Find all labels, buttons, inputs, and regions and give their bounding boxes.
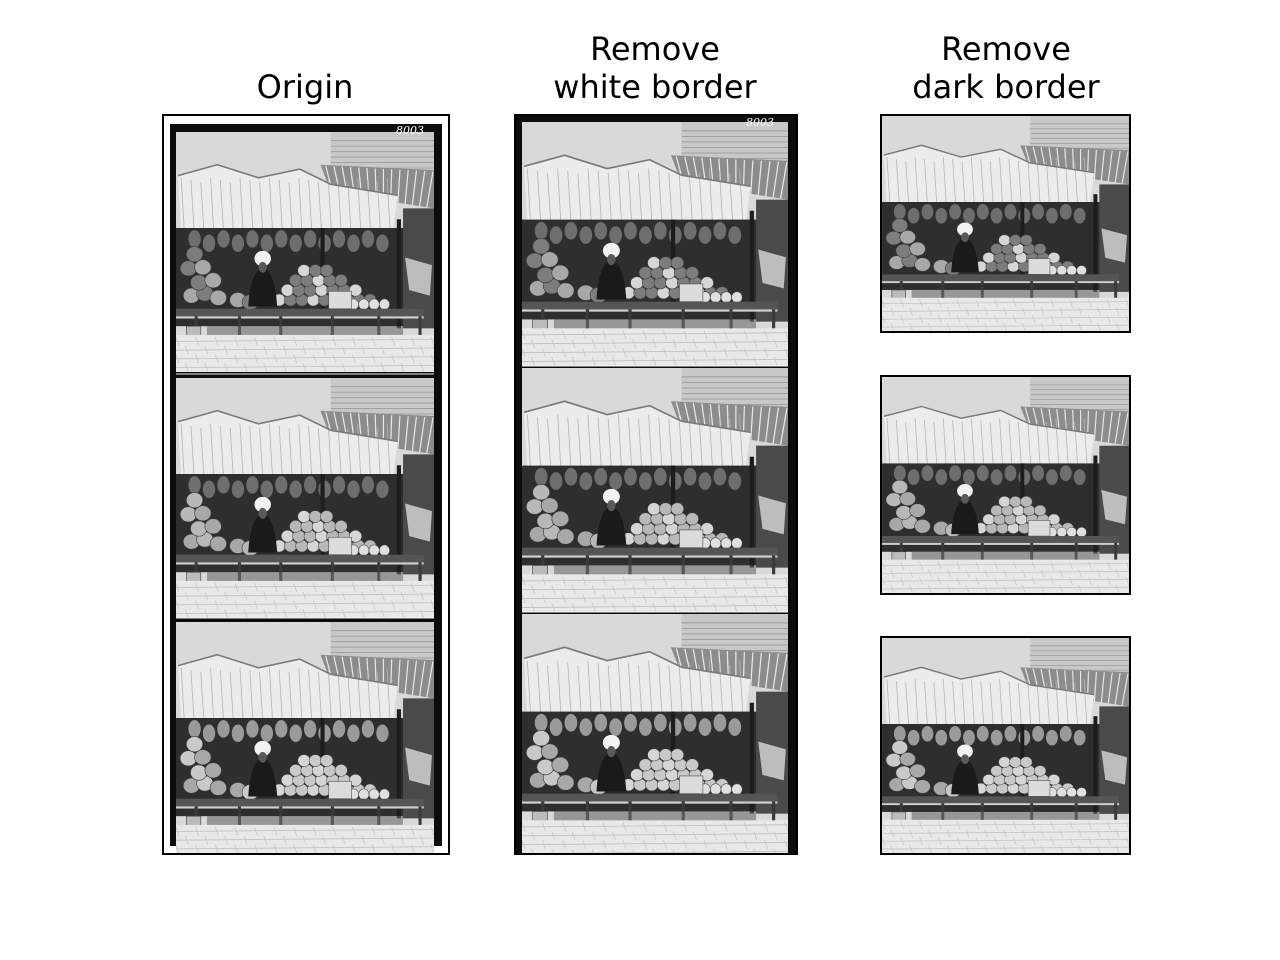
dark-border-removed-frame-2 — [880, 375, 1131, 595]
panel-title-remove-white-border: Remove white border — [553, 30, 757, 106]
panel-title-remove-dark-border: Remove dark border — [912, 30, 1100, 106]
market-stall-photo-frame-3 — [882, 638, 1129, 853]
dark-border-removed-frame-1 — [880, 114, 1131, 333]
white-border-removed-photo-strip: 8003 — [516, 116, 796, 853]
remove-white-border-image: 8003 — [514, 114, 798, 855]
panel-title-origin: Origin — [256, 68, 354, 106]
plate-number-label: 8003 — [396, 124, 424, 137]
origin-image: 8003 — [162, 114, 450, 855]
plate-number-label: 8003 — [746, 116, 774, 129]
market-stall-photo-frame-2 — [882, 377, 1129, 593]
market-stall-photo-frame-1 — [882, 116, 1129, 331]
dark-border-removed-frame-3 — [880, 636, 1131, 855]
origin-photo-strip: 8003 — [164, 116, 448, 853]
